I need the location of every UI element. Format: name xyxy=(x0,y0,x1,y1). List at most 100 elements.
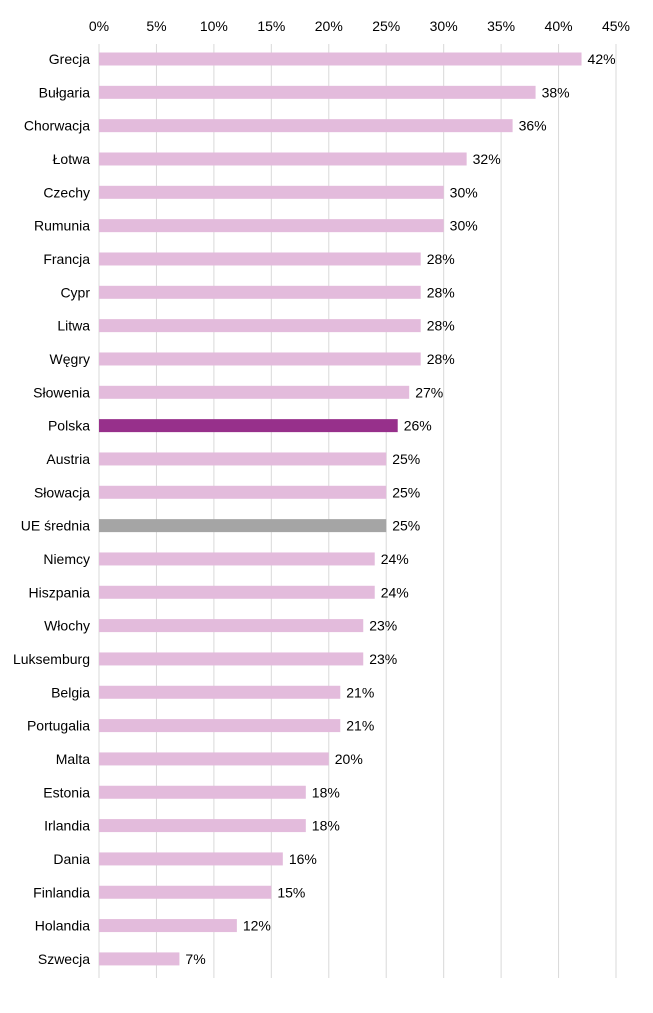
data-label: 23% xyxy=(369,651,397,667)
category-label: Włochy xyxy=(44,618,90,634)
bar xyxy=(99,852,283,866)
data-label: 42% xyxy=(588,51,616,67)
category-label: Słowacja xyxy=(34,484,90,500)
bar xyxy=(99,185,444,199)
data-label: 18% xyxy=(312,818,340,834)
bar xyxy=(99,652,364,666)
bar xyxy=(99,352,421,366)
bar xyxy=(99,285,421,299)
category-label: Francja xyxy=(43,251,90,267)
category-label: Irlandia xyxy=(44,818,90,834)
data-label: 24% xyxy=(381,584,409,600)
data-label: 16% xyxy=(289,851,317,867)
bar xyxy=(99,485,387,499)
x-tick-label: 35% xyxy=(487,18,515,34)
category-label: Węgry xyxy=(50,351,90,367)
bar xyxy=(99,919,237,933)
category-label: Holandia xyxy=(35,918,90,934)
data-label: 23% xyxy=(369,618,397,634)
category-label: Czechy xyxy=(43,184,90,200)
value-labels: 42% 38% 36% 32% 30% 30% 28% 28% 28% 28% 27% 26% 25% 2… xyxy=(185,51,615,967)
data-label: 7% xyxy=(185,951,205,967)
bar xyxy=(99,385,410,399)
category-label: Cypr xyxy=(60,284,90,300)
bar xyxy=(99,419,398,433)
bar xyxy=(99,119,513,133)
x-tick-label: 30% xyxy=(430,18,458,34)
bar xyxy=(99,752,329,766)
data-label: 25% xyxy=(392,451,420,467)
data-label: 20% xyxy=(335,751,363,767)
category-label: Hiszpania xyxy=(29,584,91,600)
category-label: Rumunia xyxy=(34,218,90,234)
category-label: Luksemburg xyxy=(13,651,90,667)
gridlines xyxy=(98,44,617,978)
data-label: 30% xyxy=(450,218,478,234)
bar xyxy=(99,252,421,266)
category-label: Malta xyxy=(56,751,90,767)
bar xyxy=(99,819,306,833)
category-label: Litwa xyxy=(57,318,90,334)
data-label: 26% xyxy=(404,418,432,434)
data-label: 30% xyxy=(450,184,478,200)
category-label: UE średnia xyxy=(21,518,90,534)
category-label: Grecja xyxy=(49,51,90,67)
category-label: Łotwa xyxy=(53,151,91,167)
x-axis-ticks: 0% 5% 10% 15% 20% 25% 30% 35% 40% 45% xyxy=(89,18,630,34)
category-label: Bułgaria xyxy=(39,84,91,100)
category-labels: Grecja Bułgaria Chorwacja Łotwa Czechy Rumuni… xyxy=(13,51,90,967)
category-label: Estonia xyxy=(43,784,90,800)
bar xyxy=(99,785,306,799)
bars xyxy=(99,52,582,966)
data-label: 25% xyxy=(392,484,420,500)
category-label: Portugalia xyxy=(27,718,90,734)
data-label: 28% xyxy=(427,351,455,367)
x-tick-label: 5% xyxy=(146,18,166,34)
x-tick-label: 45% xyxy=(602,18,630,34)
category-label: Polska xyxy=(48,418,90,434)
category-label: Chorwacja xyxy=(24,118,90,134)
x-tick-label: 40% xyxy=(545,18,573,34)
bar xyxy=(99,552,375,566)
x-tick-label: 0% xyxy=(89,18,109,34)
x-tick-label: 10% xyxy=(200,18,228,34)
bar xyxy=(99,685,341,699)
bar xyxy=(99,152,467,166)
data-label: 25% xyxy=(392,518,420,534)
category-label: Dania xyxy=(53,851,90,867)
data-label: 18% xyxy=(312,784,340,800)
data-label: 28% xyxy=(427,318,455,334)
bar xyxy=(99,952,180,966)
bar xyxy=(99,219,444,233)
category-label: Szwecja xyxy=(38,951,90,967)
category-label: Belgia xyxy=(51,684,90,700)
data-label: 24% xyxy=(381,551,409,567)
data-label: 21% xyxy=(346,718,374,734)
data-label: 36% xyxy=(519,118,547,134)
category-label: Austria xyxy=(46,451,90,467)
bar xyxy=(99,52,582,66)
data-label: 21% xyxy=(346,684,374,700)
data-label: 28% xyxy=(427,251,455,267)
data-label: 28% xyxy=(427,284,455,300)
data-label: 32% xyxy=(473,151,501,167)
bar xyxy=(99,452,387,466)
category-label: Niemcy xyxy=(43,551,90,567)
x-tick-label: 25% xyxy=(372,18,400,34)
data-label: 12% xyxy=(243,918,271,934)
x-tick-label: 15% xyxy=(257,18,285,34)
category-label: Finlandia xyxy=(33,884,90,900)
bar xyxy=(99,519,387,533)
data-label: 15% xyxy=(277,884,305,900)
data-label: 38% xyxy=(542,84,570,100)
category-label: Słowenia xyxy=(33,384,90,400)
bar xyxy=(99,585,375,599)
bar xyxy=(99,85,536,99)
x-tick-label: 20% xyxy=(315,18,343,34)
bar xyxy=(99,619,364,633)
bar xyxy=(99,719,341,733)
bar xyxy=(99,319,421,333)
bar xyxy=(99,885,272,899)
data-label: 27% xyxy=(415,384,443,400)
